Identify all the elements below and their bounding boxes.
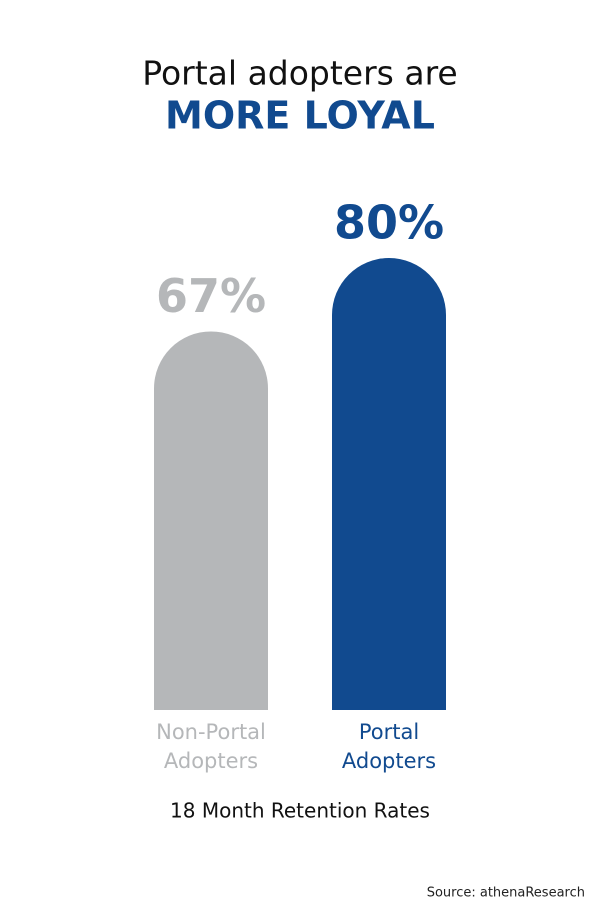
- x-axis-label: 18 Month Retention Rates: [170, 799, 430, 823]
- chart-title: Portal adopters are: [142, 54, 457, 93]
- value-label: 80%: [334, 196, 444, 250]
- value-label: 67%: [156, 269, 266, 323]
- bar: [154, 331, 268, 710]
- source-note: Source: athenaResearch: [427, 886, 585, 901]
- chart-subtitle: MORE LOYAL: [165, 94, 435, 138]
- bar: [332, 258, 446, 710]
- x-tick-label: Non-Portal Adopters: [156, 720, 266, 773]
- x-tick-label: Portal Adopters: [342, 720, 436, 773]
